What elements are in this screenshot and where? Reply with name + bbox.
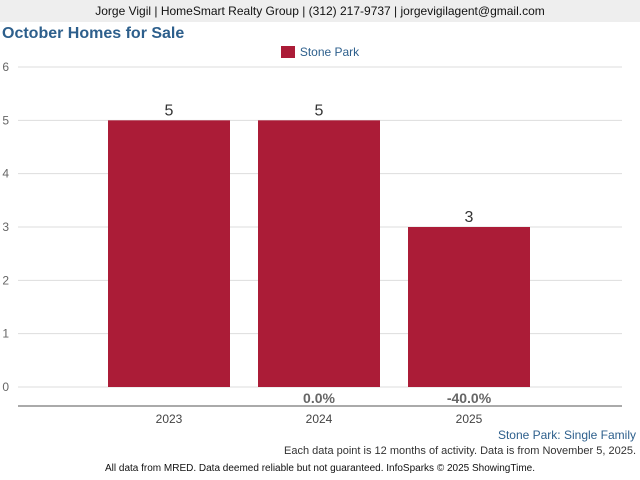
chart-title: October Homes for Sale [2, 25, 185, 42]
y-tick-label: 2 [2, 273, 9, 287]
bar-value-label: 5 [315, 102, 324, 119]
chart-subtitle: Stone Park: Single Family [497, 428, 636, 442]
change-label: -40.0% [447, 390, 492, 406]
footer-disclaimer: All data from MRED. Data deemed reliable… [104, 463, 535, 474]
legend: Stone Park [0, 45, 640, 59]
bar-value-label: 5 [165, 102, 174, 119]
agent-contact-bar: Jorge Vigil | HomeSmart Realty Group | (… [0, 0, 640, 22]
y-tick-label: 6 [2, 60, 9, 74]
x-tick-label: 2025 [456, 412, 483, 426]
y-tick-label: 3 [2, 220, 9, 234]
change-label: 0.0% [303, 390, 335, 406]
legend-swatch [280, 46, 295, 58]
bar [408, 227, 530, 387]
bar [108, 120, 230, 387]
y-tick-label: 5 [2, 113, 9, 127]
x-tick-label: 2023 [156, 412, 183, 426]
legend-label: Stone Park [299, 45, 360, 59]
data-note: Each data point is 12 months of activity… [284, 445, 636, 457]
y-tick-label: 4 [2, 167, 9, 181]
bar [258, 120, 380, 387]
y-tick-label: 1 [2, 327, 9, 341]
bar-value-label: 3 [465, 209, 474, 226]
y-tick-label: 0 [2, 380, 9, 394]
x-tick-label: 2024 [306, 412, 333, 426]
